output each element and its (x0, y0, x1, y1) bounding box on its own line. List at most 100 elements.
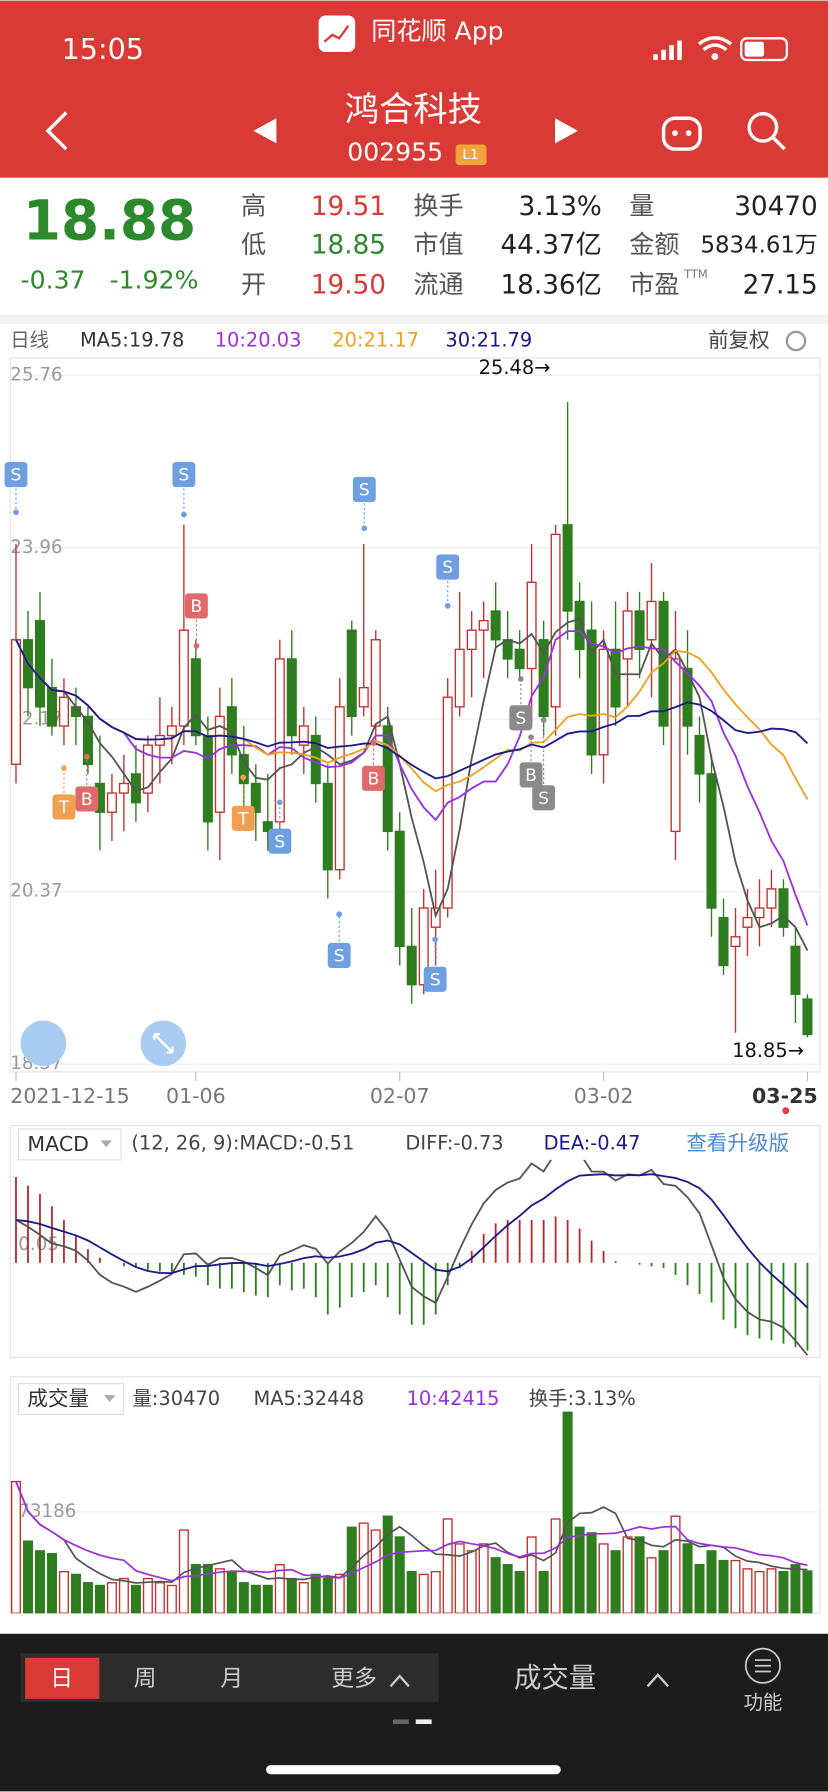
volume-bar (394, 1536, 405, 1614)
prev-stock[interactable] (253, 118, 277, 144)
x-tick-label: 03-25 (752, 1084, 818, 1108)
candle-body (754, 907, 765, 919)
signal-label: T (58, 798, 70, 818)
volume-bar (250, 1584, 261, 1614)
candle-body (694, 734, 705, 775)
back-button[interactable] (45, 111, 68, 151)
candle-body (10, 639, 22, 766)
signal-label: B (525, 766, 537, 786)
signal-label: S (11, 466, 22, 486)
wifi-dot (711, 53, 719, 61)
dea-legend: DEA:-0.47 (544, 1131, 641, 1154)
signal-dot (444, 603, 451, 609)
volume-bar (370, 1529, 381, 1614)
candle-body (106, 792, 117, 813)
ma30-legend: 30:21.79 (445, 328, 532, 351)
volume-bar (262, 1584, 273, 1614)
stat-value: 27.15 (743, 271, 818, 301)
candle-body (82, 715, 93, 766)
nav-button[interactable] (20, 1020, 67, 1067)
candle-body (790, 945, 801, 995)
adjust-button[interactable]: 前复权 (708, 328, 770, 352)
stat-value: 19.50 (311, 271, 386, 301)
signal-dot (517, 676, 524, 682)
candle-body (154, 734, 165, 746)
volume-bar (550, 1518, 561, 1614)
candle-body (286, 658, 297, 737)
volume-bar (406, 1570, 417, 1614)
signal-dot (83, 753, 90, 760)
macd-label: MACD (27, 1132, 89, 1156)
tab[interactable]: 更多 (331, 1666, 377, 1692)
volume-bar (706, 1550, 717, 1614)
volume-bar (310, 1573, 321, 1614)
signal-dot (240, 774, 247, 781)
volume-bar (610, 1550, 621, 1614)
volume-bar (34, 1550, 45, 1614)
signal-badge (4, 462, 28, 488)
tab[interactable]: 月 (220, 1666, 243, 1692)
more-arrow (389, 1674, 410, 1688)
ma-line (15, 639, 809, 780)
candle-body (202, 734, 213, 823)
volume-bar (526, 1536, 537, 1614)
candle-body (322, 782, 333, 871)
stat-value: 5834.61万 (700, 233, 817, 259)
today-dot (782, 1107, 790, 1115)
robot-button[interactable] (661, 116, 702, 151)
volume-bar (646, 1557, 657, 1614)
next-stock[interactable] (555, 118, 578, 144)
signal-dot (193, 643, 200, 649)
candle-body (346, 629, 357, 718)
candle-body (34, 619, 45, 708)
volume-bar (94, 1584, 105, 1614)
candle-body (610, 648, 621, 708)
stat-label: 开 (241, 270, 266, 299)
volume-selector[interactable] (17, 1383, 124, 1416)
indicator-button[interactable]: 成交量 (514, 1663, 596, 1694)
candle-body (574, 600, 585, 651)
tab[interactable]: 日 (50, 1666, 73, 1692)
x-tick-label: 02-07 (370, 1084, 430, 1108)
candle-body (742, 916, 753, 928)
robot-eye (672, 130, 678, 136)
func-icon-lines (754, 1659, 771, 1673)
candle-body (598, 648, 609, 756)
candle-body (394, 830, 405, 948)
tab[interactable]: 周 (134, 1666, 157, 1692)
volume-bar (22, 1540, 34, 1614)
func-icon[interactable] (744, 1647, 781, 1684)
y-tick-label: 23.96 (10, 537, 62, 558)
indicator-arrow (646, 1673, 669, 1688)
candles (10, 402, 813, 1038)
macd-params: (12, 26, 9):MACD:-0.51 (131, 1131, 354, 1154)
signal-label: S (442, 558, 453, 578)
level-label: L1 (462, 147, 478, 163)
candle-body (274, 658, 285, 823)
stat-label: 市盈 (629, 270, 679, 299)
signal-icon (653, 40, 682, 61)
macd-line (15, 1173, 809, 1309)
ma10-legend: 10:20.03 (215, 328, 302, 351)
wifi-icon (697, 36, 732, 52)
volume-bar (226, 1570, 237, 1614)
volume-bar (70, 1573, 81, 1614)
upgrade-link[interactable]: 查看升级版 (686, 1131, 789, 1155)
search-button[interactable] (747, 111, 779, 143)
low-annotation: 18.85→ (732, 1039, 804, 1062)
volume-legend-item: MA5:32448 (254, 1387, 365, 1410)
signal-dot (336, 911, 343, 918)
candle-body (646, 600, 657, 641)
stat-value: 44.37亿 (500, 231, 601, 261)
candle-body (526, 581, 537, 670)
stat-value: 18.36亿 (500, 271, 601, 301)
settings-icon[interactable] (785, 330, 807, 352)
volume-bar (742, 1568, 753, 1614)
stock-code: 002955 (347, 138, 443, 167)
volume-bar (142, 1577, 153, 1614)
volume-legend: 量:30470 MA5:32448 10:42415 换手:3.13% (132, 1387, 635, 1410)
diff-legend: DIFF:-0.73 (405, 1131, 503, 1154)
candle-body (214, 715, 225, 813)
volume-bar (106, 1582, 117, 1614)
battery-level (744, 41, 765, 57)
